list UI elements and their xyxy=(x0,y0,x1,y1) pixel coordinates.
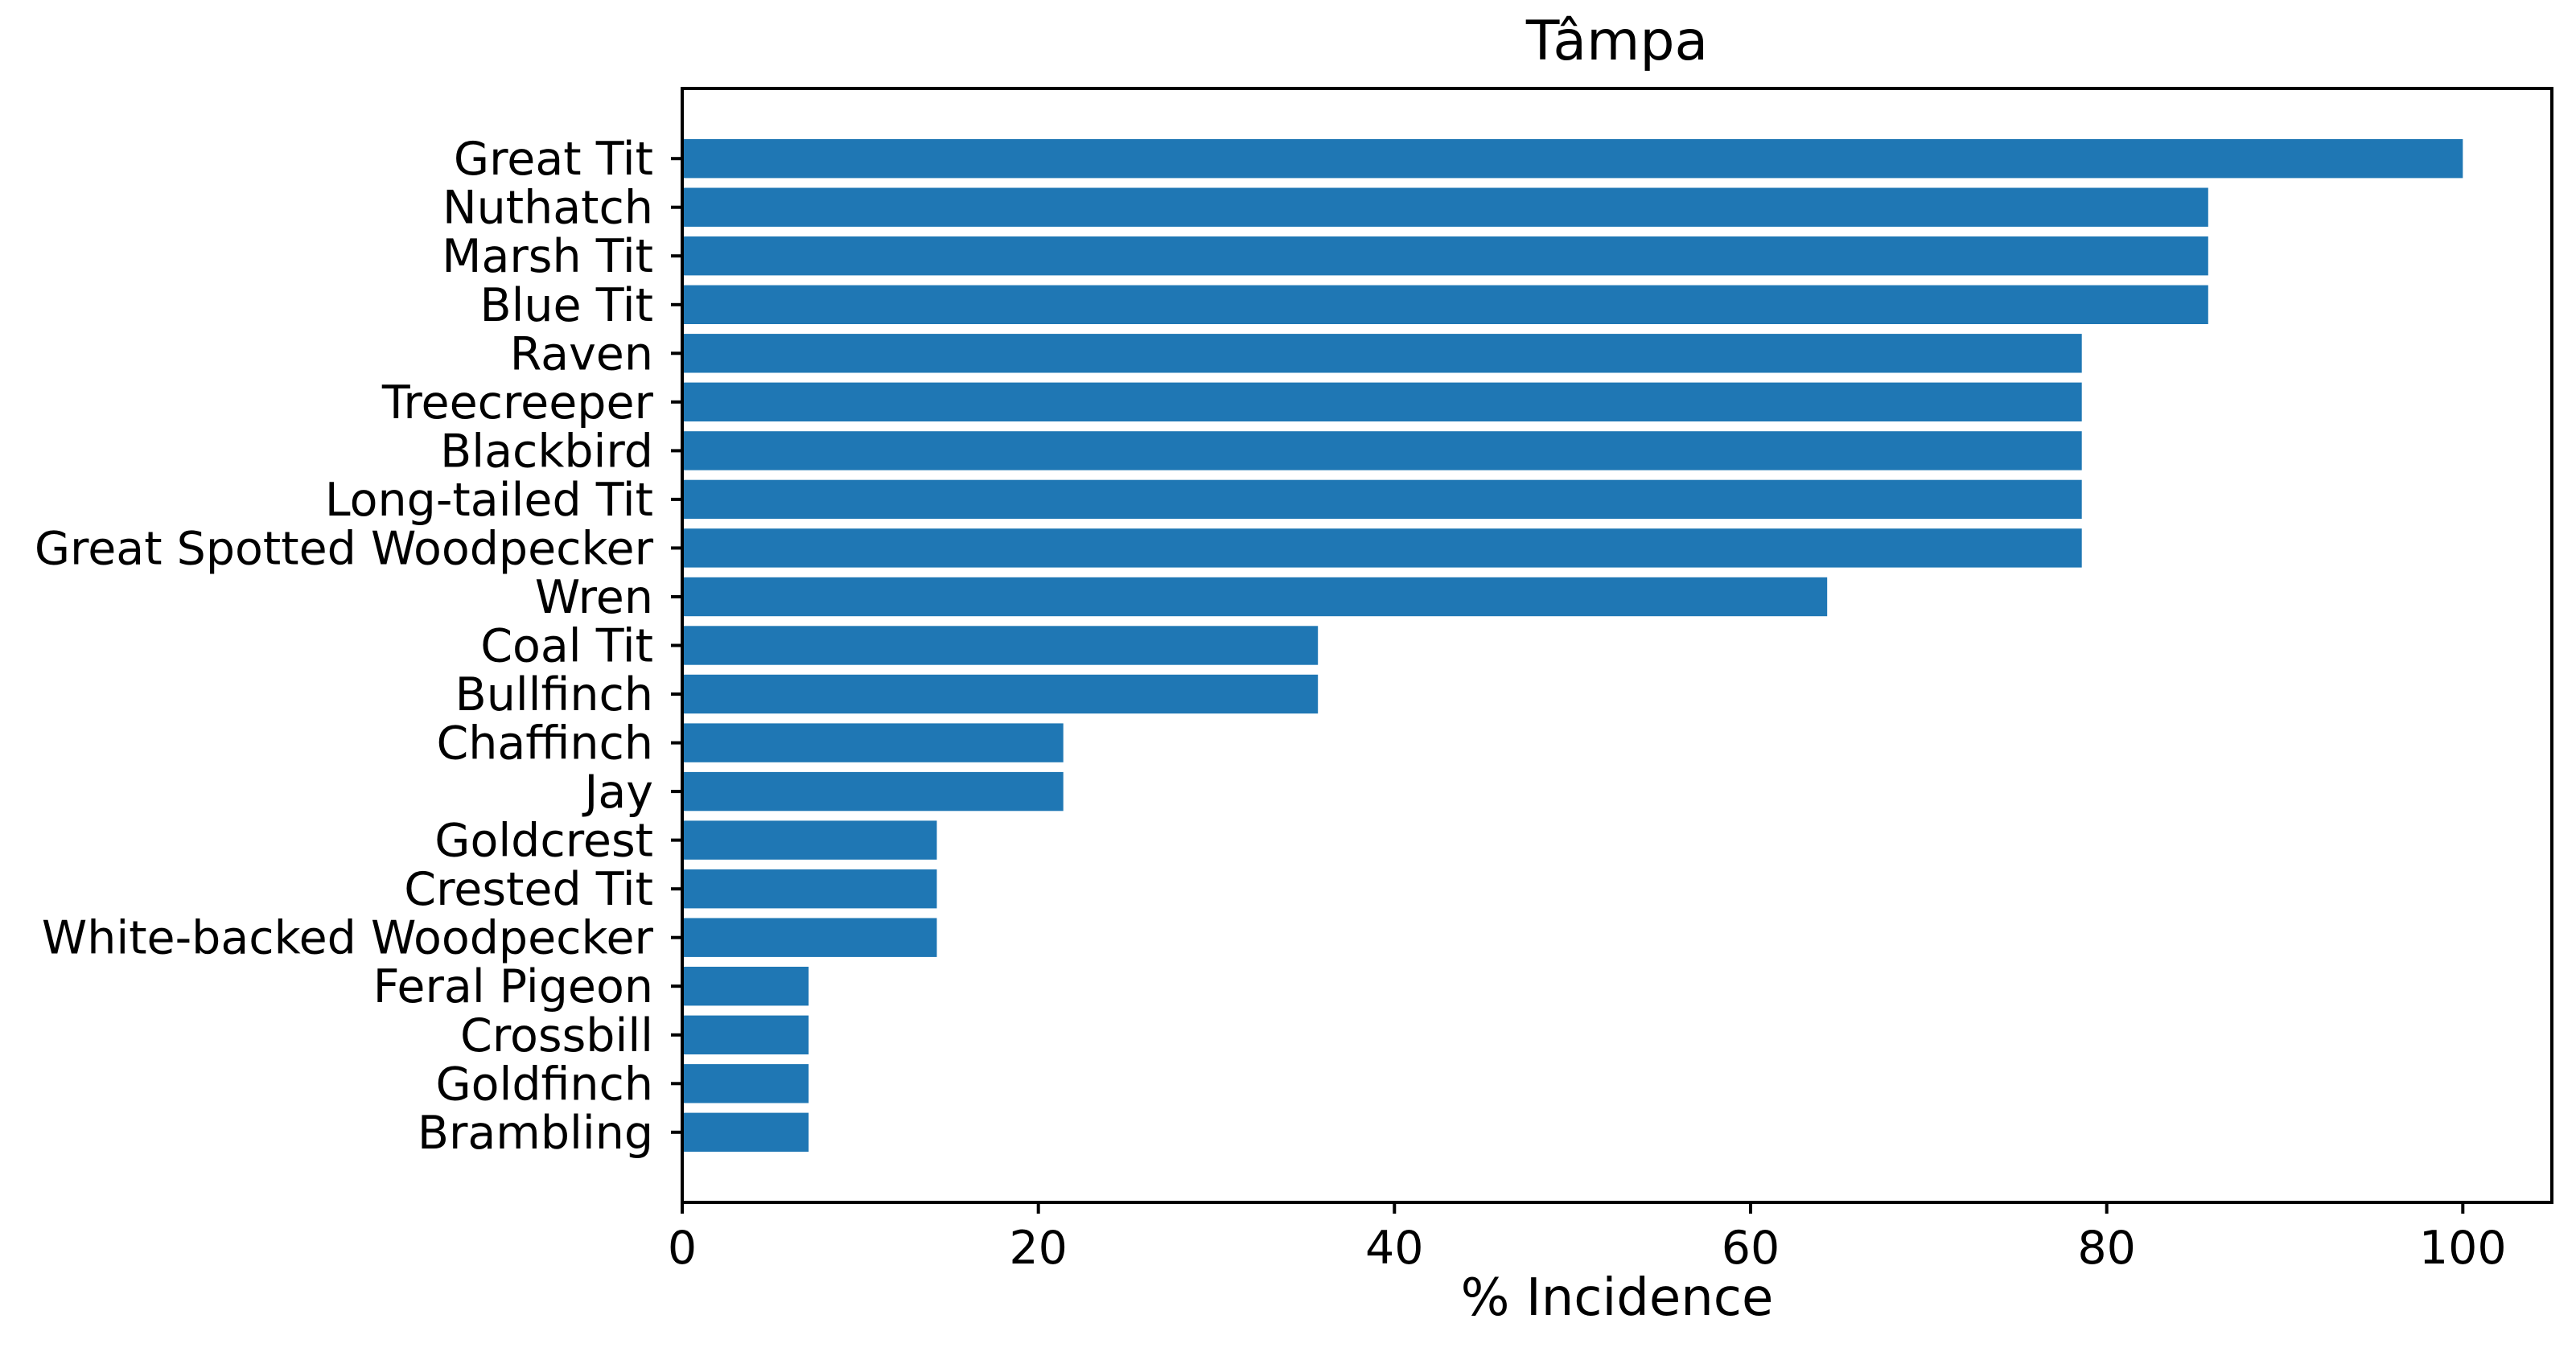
bar-crossbill xyxy=(682,1015,809,1054)
y-tick-label-raven: Raven xyxy=(510,327,653,380)
y-tick-label-long-tailed-tit: Long-tailed Tit xyxy=(325,474,653,527)
bar-great-tit xyxy=(682,139,2463,179)
plot-spines xyxy=(681,87,2553,1204)
x-tick-label-40: 40 xyxy=(1365,1222,1424,1275)
y-tick-label-blackbird: Blackbird xyxy=(440,425,653,478)
bar-feral-pigeon xyxy=(682,967,809,1006)
y-tick-label-great-spotted-woodpecker: Great Spotted Woodpecker xyxy=(35,522,654,575)
y-tick-label-nuthatch: Nuthatch xyxy=(442,182,653,235)
bar-blackbird xyxy=(682,431,2082,470)
y-tick-label-chaffinch: Chaffinch xyxy=(436,717,653,770)
bar-coal-tit xyxy=(682,626,1319,665)
y-tick-label-white-backed-woodpecker: White-backed Woodpecker xyxy=(42,912,654,965)
bar-wren xyxy=(682,577,1828,617)
bar-nuthatch xyxy=(682,187,2208,227)
bar-long-tailed-tit xyxy=(682,479,2082,520)
y-tick-label-jay: Jay xyxy=(582,766,653,819)
x-tick-label-80: 80 xyxy=(2077,1222,2136,1275)
bar-blue-tit xyxy=(682,285,2208,324)
bar-treecreeper xyxy=(682,382,2082,421)
x-tick-label-60: 60 xyxy=(1722,1222,1780,1275)
y-tick-label-bullfinch: Bullfinch xyxy=(455,668,653,721)
y-tick-label-wren: Wren xyxy=(535,571,653,624)
bar-bullfinch xyxy=(682,674,1319,714)
bar-white-backed-woodpecker xyxy=(682,918,937,957)
y-tick-label-crested-tit: Crested Tit xyxy=(404,863,653,916)
x-tick-label-100: 100 xyxy=(2419,1222,2507,1275)
x-tick-label-0: 0 xyxy=(668,1222,697,1275)
y-tick-label-marsh-tit: Marsh Tit xyxy=(442,230,653,283)
y-tick-label-treecreeper: Treecreeper xyxy=(381,376,654,429)
x-tick-label-20: 20 xyxy=(1009,1222,1068,1275)
bar-great-spotted-woodpecker xyxy=(682,528,2082,568)
x-axis-label: % Incidence xyxy=(1460,1268,1774,1328)
bar-marsh-tit xyxy=(682,236,2208,276)
y-tick-label-feral-pigeon: Feral Pigeon xyxy=(373,960,653,1013)
bar-crested-tit xyxy=(682,869,937,909)
bar-chaffinch xyxy=(682,723,1064,762)
y-tick-label-goldcrest: Goldcrest xyxy=(434,815,653,868)
bar-brambling xyxy=(682,1112,809,1152)
y-tick-label-brambling: Brambling xyxy=(418,1107,653,1160)
bar-goldcrest xyxy=(682,820,937,860)
chart-title: Tâmpa xyxy=(1525,10,1709,73)
y-tick-label-crossbill: Crossbill xyxy=(460,1009,653,1062)
bar-raven xyxy=(682,334,2082,373)
bar-jay xyxy=(682,771,1064,812)
bar-goldfinch xyxy=(682,1064,809,1103)
y-tick-label-great-tit: Great Tit xyxy=(454,133,653,186)
y-tick-label-coal-tit: Coal Tit xyxy=(480,620,653,673)
y-tick-label-blue-tit: Blue Tit xyxy=(479,279,653,332)
y-tick-label-goldfinch: Goldfinch xyxy=(435,1058,653,1111)
